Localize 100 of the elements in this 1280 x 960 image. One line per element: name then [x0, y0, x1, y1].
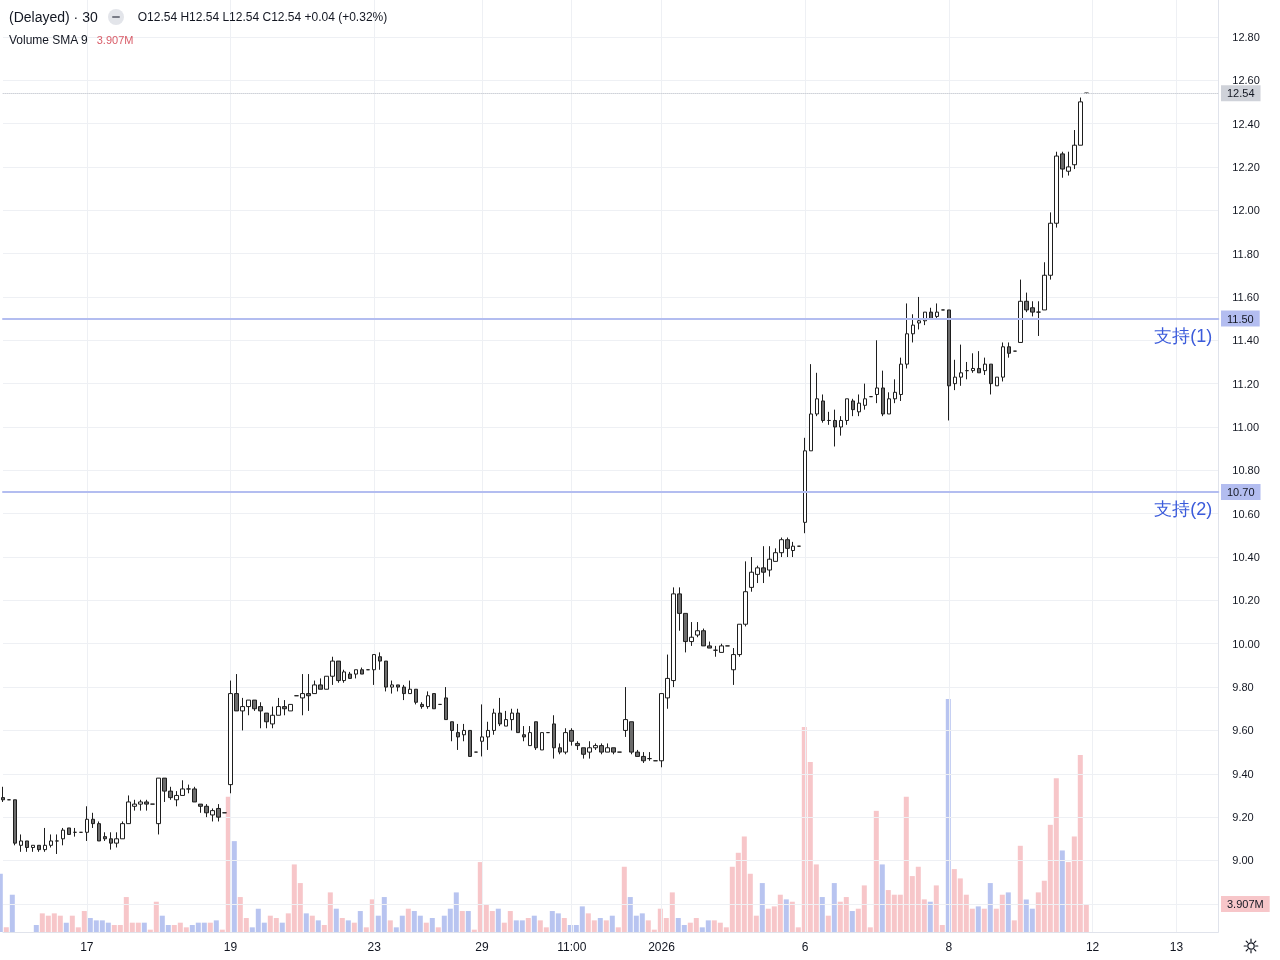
- bar: [1059, 850, 1065, 932]
- candlestick: [1007, 341, 1011, 359]
- y-tick-label: 12.00: [1232, 204, 1260, 217]
- candlestick: [857, 393, 861, 417]
- candlestick: [575, 740, 580, 751]
- bar: [495, 908, 501, 932]
- y-tick-label: 9.00: [1232, 854, 1254, 867]
- candlestick: [893, 378, 897, 404]
- candlestick: [1, 786, 5, 803]
- candlestick: [61, 827, 65, 846]
- candlestick: [354, 669, 358, 679]
- bar: [423, 922, 429, 932]
- candlestick: [815, 372, 819, 417]
- candlestick: [378, 651, 382, 671]
- bar: [279, 922, 285, 932]
- bar: [33, 925, 39, 932]
- candlestick: [827, 411, 831, 426]
- candlestick: [875, 339, 879, 404]
- bar: [819, 897, 825, 932]
- candlestick: [911, 313, 915, 343]
- annotation: 10.70: [1227, 486, 1255, 499]
- annotation: 12.54: [1227, 87, 1255, 100]
- candlestick: [887, 391, 891, 415]
- candlestick: [863, 383, 867, 411]
- y-tick-label: 9.80: [1232, 681, 1254, 694]
- candlestick: [522, 725, 526, 742]
- bar: [333, 908, 339, 932]
- y-tick-label: 11.80: [1232, 247, 1260, 260]
- bar: [303, 913, 309, 932]
- bar: [981, 908, 987, 932]
- bar: [825, 915, 831, 932]
- bar: [603, 920, 609, 932]
- y-tick-label: 9.20: [1232, 811, 1254, 824]
- bar: [213, 920, 219, 932]
- y-tick-label: 10.60: [1232, 507, 1260, 520]
- candlestick: [396, 684, 400, 692]
- candlestick: [103, 831, 107, 842]
- bar: [309, 915, 315, 932]
- candlestick: [67, 827, 71, 835]
- candlestick: [456, 723, 460, 751]
- ref-line-label: 支持(2): [1154, 499, 1213, 520]
- x-tick-label: 17: [80, 940, 94, 954]
- candlestick: [845, 398, 849, 426]
- bar: [597, 918, 603, 932]
- candlestick: [851, 398, 855, 417]
- bar: [927, 901, 933, 932]
- candlestick: [480, 703, 484, 757]
- candlestick: [947, 309, 951, 421]
- x-tick-label: 2026: [648, 940, 676, 954]
- candlestick: [372, 654, 376, 686]
- candlestick: [444, 686, 448, 721]
- candlestick: [965, 361, 969, 380]
- candlestick: [839, 415, 843, 437]
- candlestick: [935, 302, 939, 320]
- candlestick: [492, 708, 496, 736]
- annotation: O12.54 H12.54 L12.54 C12.54 +0.04 (+0.32%): [137, 10, 388, 24]
- candlestick: [360, 667, 364, 675]
- candlestick: [426, 690, 430, 710]
- text: 3.907M: [1227, 898, 1264, 911]
- y-tick-label: 9.40: [1232, 767, 1254, 780]
- candlestick: [414, 688, 418, 705]
- bar: [975, 906, 981, 932]
- x-tick-label: 23: [367, 940, 382, 954]
- candlestick: [983, 357, 987, 376]
- candlestick: [390, 680, 394, 695]
- bar: [849, 911, 855, 932]
- y-tick-label: 12.20: [1232, 160, 1260, 173]
- candlestick: [25, 840, 29, 853]
- text: (Delayed) · 30: [9, 9, 98, 25]
- bar: [561, 918, 567, 932]
- bar: [525, 918, 531, 932]
- bar: [351, 922, 357, 932]
- bar: [531, 915, 537, 932]
- bar: [459, 911, 465, 932]
- candlestick: [989, 363, 993, 395]
- x-tick-label: 13: [1169, 940, 1184, 954]
- x-tick-label: 12: [1085, 940, 1100, 954]
- candlestick: [833, 409, 837, 447]
- y-tick-label: 11.00: [1232, 420, 1260, 433]
- candlestick: [534, 721, 538, 751]
- candlestick: [504, 710, 508, 727]
- candlestick: [468, 729, 472, 757]
- candlestick: [85, 805, 89, 842]
- x-tick-label: 6: [801, 940, 809, 954]
- bar: [345, 920, 351, 932]
- candlestick: [899, 357, 903, 402]
- candlestick: [91, 812, 95, 829]
- bar: [831, 883, 837, 932]
- candlestick: [13, 799, 17, 846]
- candlestick: [498, 697, 502, 727]
- candlestick: [37, 844, 41, 853]
- y-tick-label: 9.60: [1232, 724, 1254, 737]
- candlestick: [917, 296, 921, 330]
- candlestick: [540, 732, 544, 751]
- candlestick: [55, 833, 59, 855]
- bar: [783, 899, 789, 932]
- y-tick-label: 10.20: [1232, 594, 1260, 607]
- bar: [231, 841, 237, 932]
- candlestick: [43, 827, 47, 853]
- candlestick: [510, 708, 514, 731]
